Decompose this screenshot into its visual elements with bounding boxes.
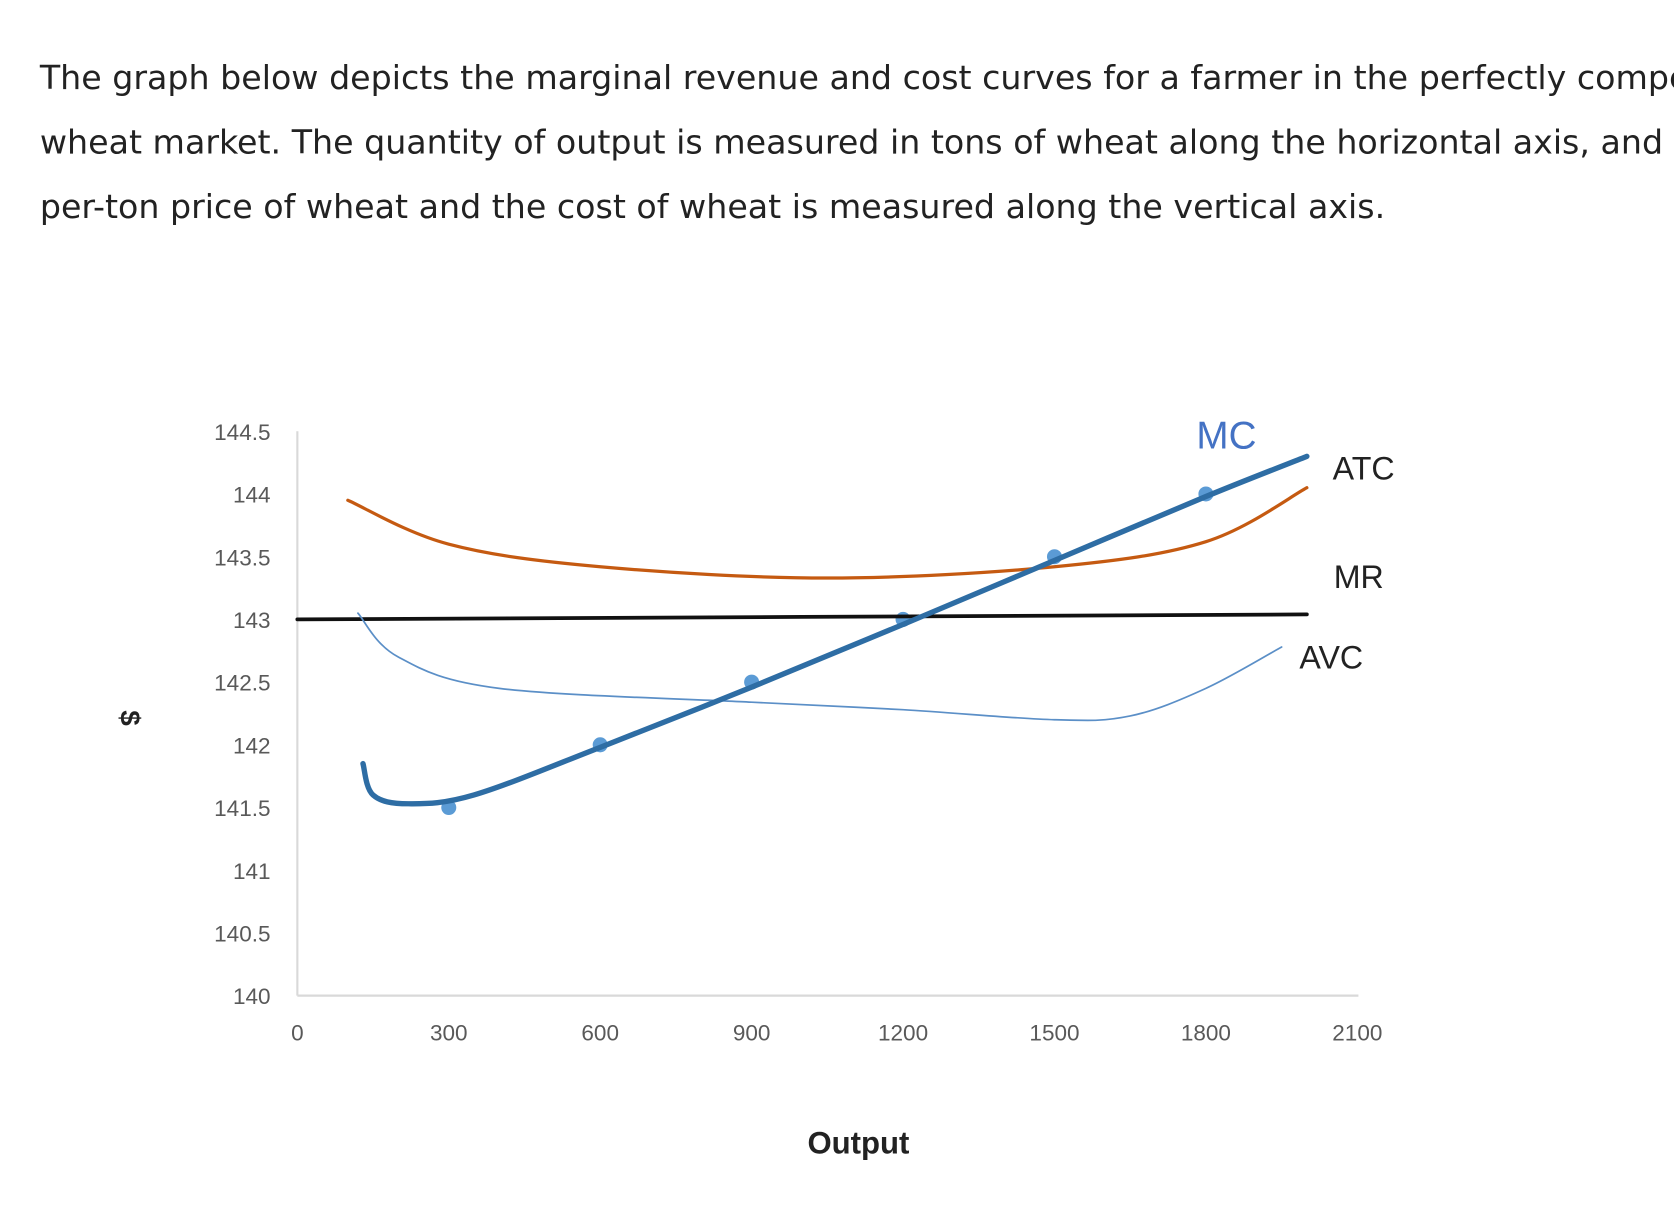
question-line: wheat market. The quantity of output is … [40,122,1674,161]
x-tick-label: 2100 [1332,1021,1382,1046]
x-tick-label: 0 [291,1021,304,1046]
y-axis-label: $ [114,710,145,726]
cost-curves-chart: 144.5 144 143.5 143 142.5 142 141.5 141 140.5 140… [114,414,1394,1160]
x-tick-label: 1200 [878,1021,928,1046]
x-tick-label: 1800 [1181,1021,1231,1046]
y-tick-label: 144 [233,483,271,508]
mr-label: MR [1334,559,1384,595]
question-line: The graph below depicts the marginal rev… [39,58,1674,97]
y-tick-label: 141.5 [214,796,270,821]
mr-curve [295,612,1309,622]
x-axis-label: Output [807,1125,909,1160]
atc-curve [346,486,1309,580]
mc-label: MC [1196,414,1256,457]
y-tick-label: 142 [233,733,271,758]
y-tick-label: 143 [233,608,271,633]
question-line: per-ton price of wheat and the cost of w… [40,187,1385,226]
question-text: The graph below depicts the marginal rev… [39,58,1674,226]
y-tick-label: 140 [233,984,271,1009]
avc-curve [357,612,1283,722]
y-tick-label: 143.5 [214,545,270,570]
x-tick-label: 900 [733,1021,771,1046]
y-tick-label: 142.5 [214,671,270,696]
y-tick-label: 144.5 [214,420,270,445]
y-tick-label: 141 [233,859,271,884]
mc-curve [360,453,1310,807]
avc-label: AVC [1299,639,1363,675]
y-tick-label: 140.5 [214,922,270,947]
x-tick-label: 300 [430,1021,468,1046]
atc-label: ATC [1333,451,1395,487]
x-tick-label: 600 [581,1021,619,1046]
x-tick-label: 1500 [1029,1021,1079,1046]
